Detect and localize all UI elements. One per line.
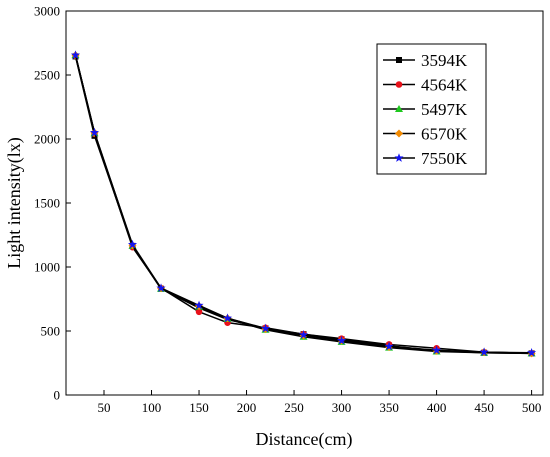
- y-tick-label: 2000: [34, 132, 60, 147]
- legend-item: 5497K: [383, 100, 468, 119]
- series-7550K: [70, 50, 537, 357]
- y-tick-label: 2500: [34, 68, 60, 83]
- legend-item: 3594K: [383, 51, 468, 70]
- legend-marker: [396, 57, 402, 63]
- data-point: [156, 283, 166, 292]
- data-point: [70, 50, 81, 60]
- y-tick-label: 1500: [34, 196, 60, 211]
- data-point: [194, 300, 204, 310]
- data-point: [298, 330, 309, 339]
- x-tick-label: 400: [427, 400, 447, 415]
- x-tick-label: 500: [522, 400, 542, 415]
- legend-marker: [395, 105, 403, 112]
- legend-item: 6570K: [383, 125, 468, 144]
- legend-label: 3594K: [421, 51, 468, 70]
- x-tick-label: 150: [189, 400, 209, 415]
- x-tick-label: 450: [474, 400, 494, 415]
- y-tick-label: 3000: [34, 4, 60, 19]
- data-point: [384, 341, 394, 351]
- x-tick-label: 250: [284, 400, 304, 415]
- x-tick-label: 50: [98, 400, 111, 415]
- axis-ticks: 50 100 150 200 250 300 350 400 450 500 0 500 1000 150…: [34, 4, 541, 416]
- x-tick-label: 200: [237, 400, 257, 415]
- legend-label: 4564K: [421, 76, 468, 95]
- data-point: [260, 323, 271, 333]
- legend-marker: [395, 129, 403, 138]
- series-layer: [70, 50, 537, 358]
- legend-label: 7550K: [421, 149, 468, 168]
- data-point: [89, 127, 100, 137]
- y-tick-label: 1000: [34, 260, 60, 275]
- legend-item: 4564K: [383, 76, 468, 95]
- x-axis-title: Distance(cm): [256, 429, 353, 450]
- legend: 3594K 4564K 5497K 6570K 7550K: [376, 43, 487, 175]
- y-tick-label: 0: [54, 388, 61, 403]
- data-point: [432, 345, 442, 355]
- legend-marker: [394, 153, 404, 162]
- data-point: [527, 347, 537, 357]
- legend-marker: [395, 81, 403, 88]
- y-tick-label: 500: [41, 324, 61, 339]
- x-tick-label: 350: [379, 400, 399, 415]
- data-point: [336, 335, 347, 345]
- data-point: [127, 239, 138, 249]
- data-point: [195, 308, 203, 316]
- legend-label: 6570K: [421, 125, 468, 144]
- x-tick-label: 100: [142, 400, 162, 415]
- legend-label: 5497K: [421, 100, 468, 119]
- legend-item: 7550K: [383, 149, 468, 168]
- data-point: [222, 313, 233, 323]
- legend-items: 3594K 4564K 5497K 6570K 7550K: [383, 51, 468, 168]
- data-point: [479, 347, 489, 356]
- y-axis-title: Light intensity(lx): [4, 137, 25, 268]
- x-tick-label: 300: [332, 400, 352, 415]
